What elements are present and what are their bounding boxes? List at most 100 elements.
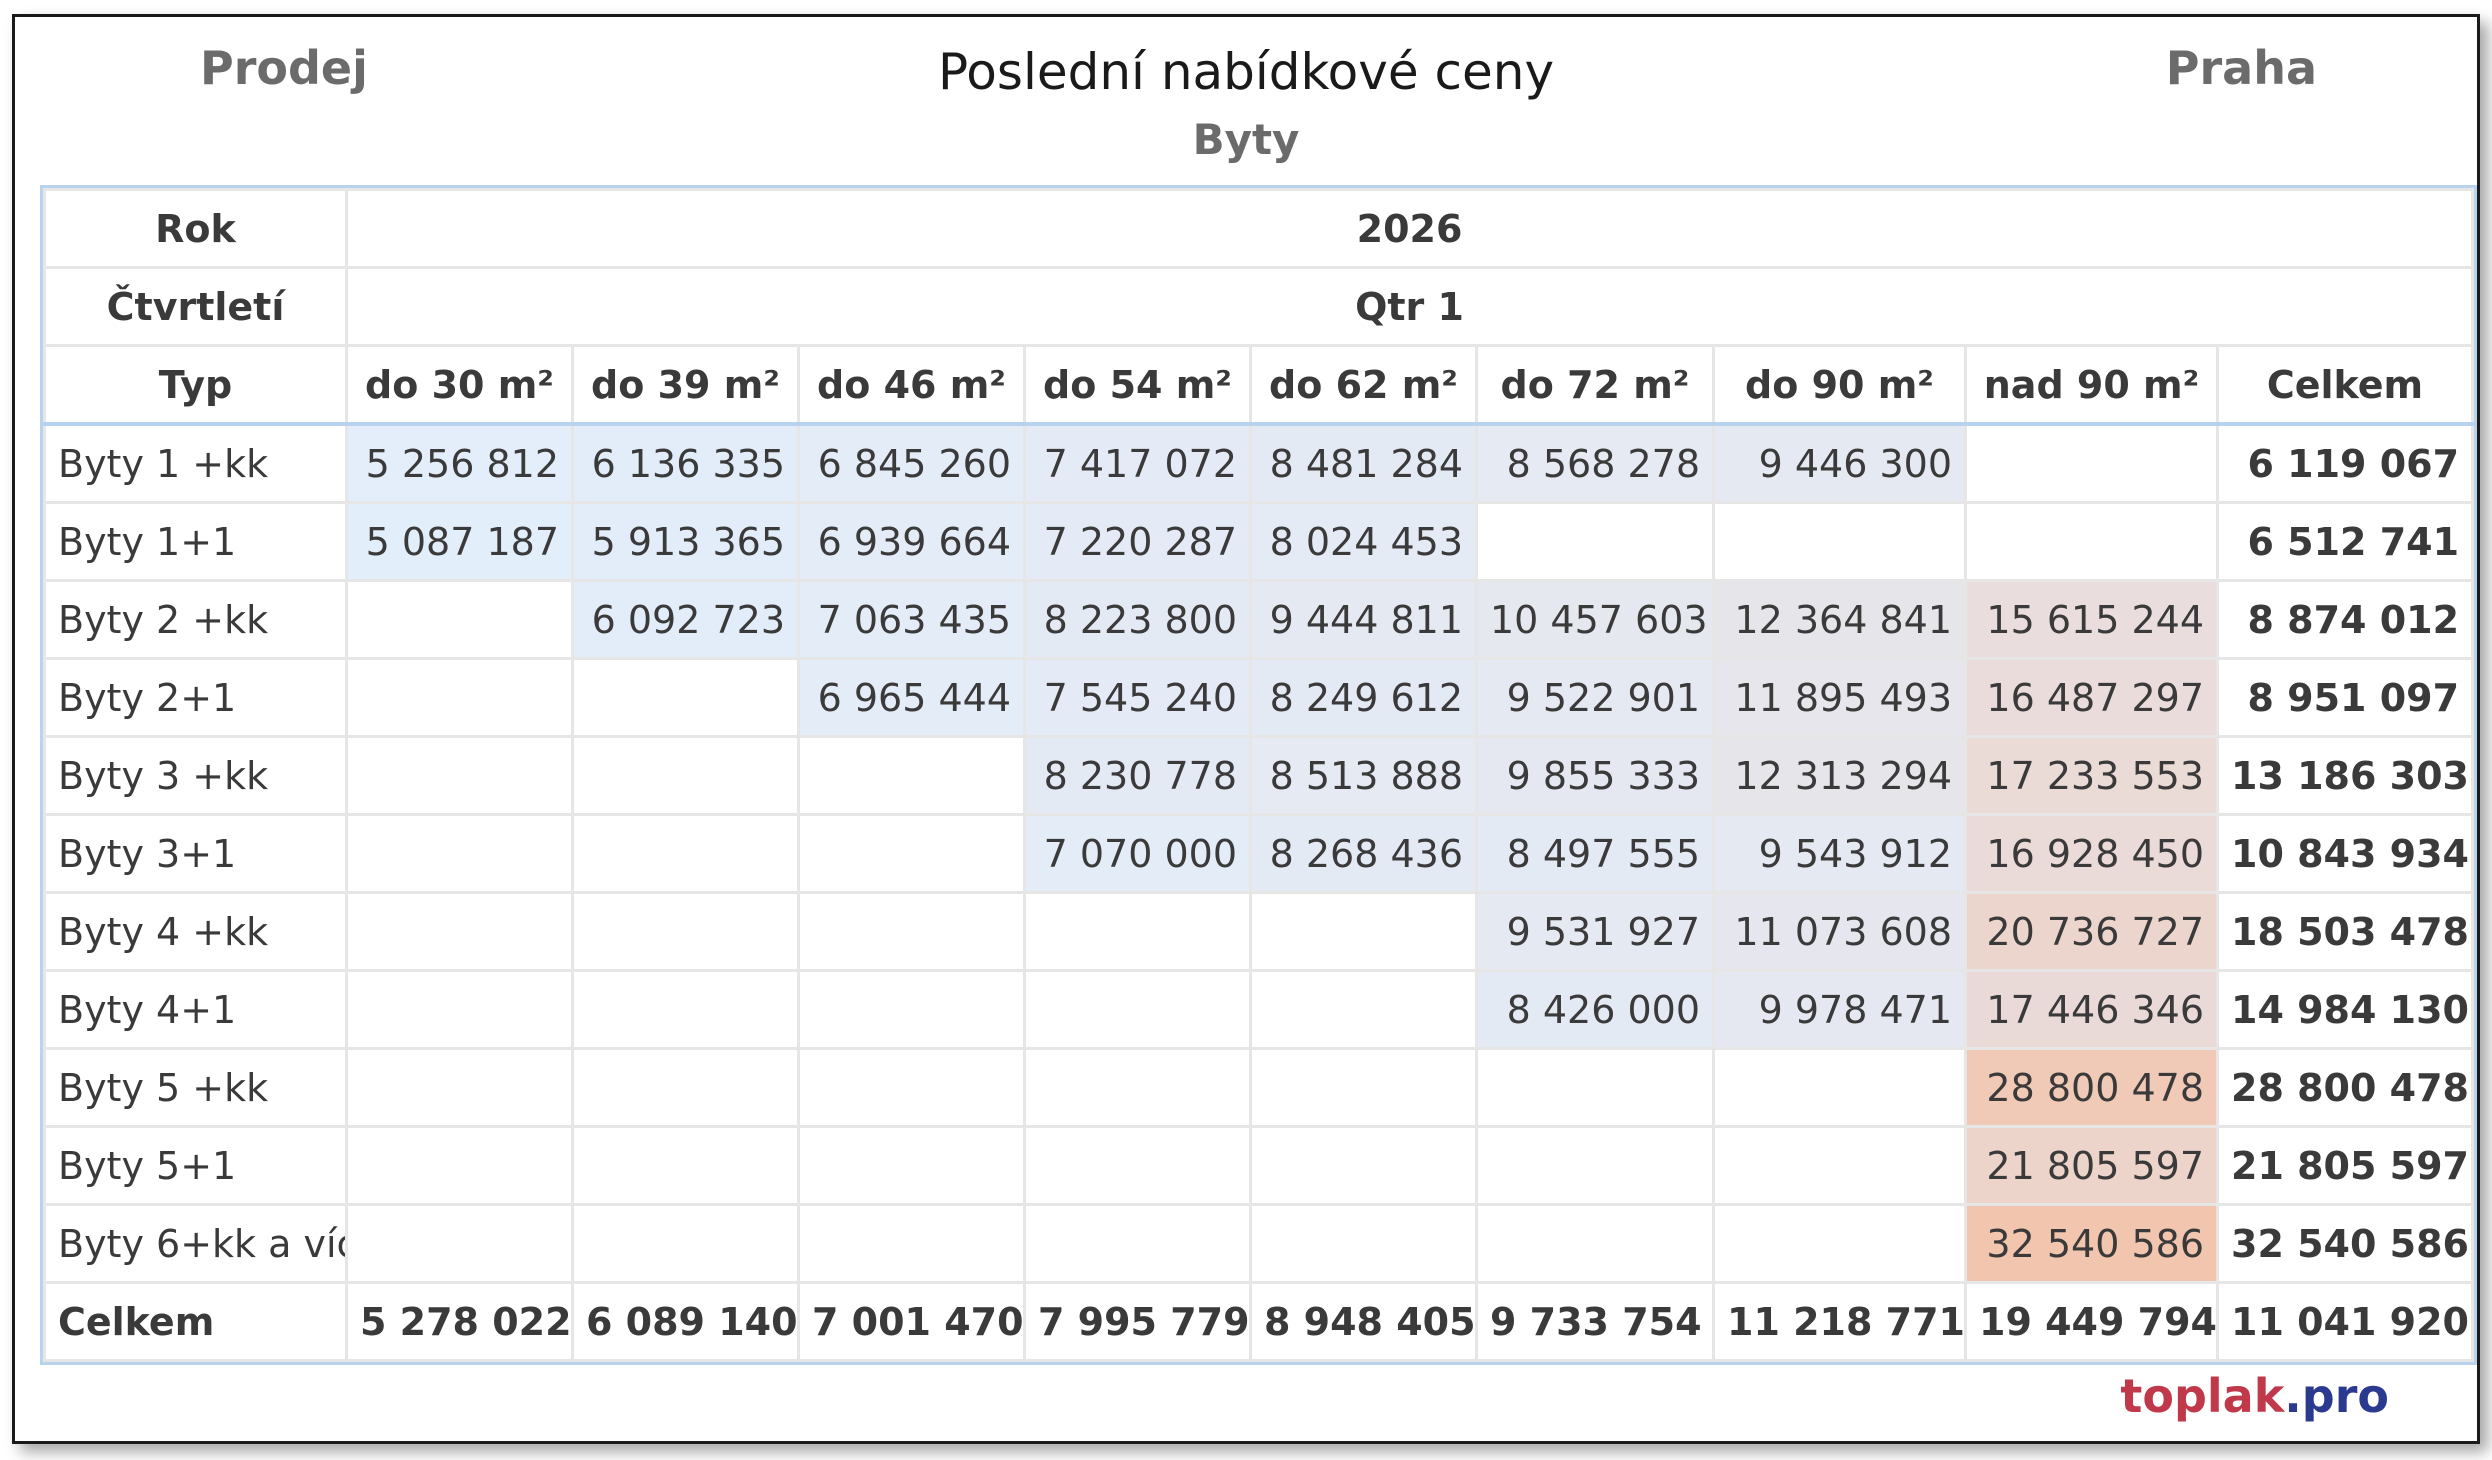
price-cell: 21 805 597	[1964, 1125, 2219, 1206]
column-total-cell: 11 218 771	[1712, 1281, 1967, 1362]
price-cell	[1023, 969, 1252, 1050]
price-cell: 7 063 435	[797, 579, 1026, 660]
price-cell: 5 913 365	[571, 501, 800, 582]
price-cell: 11 895 493	[1712, 657, 1967, 738]
table-body: Rok 2026 Čtvrtletí Qtr 1 Typ do 30 m² do …	[43, 188, 2475, 1362]
price-cell: 8 249 612	[1249, 657, 1478, 738]
price-cell: 9 855 333	[1475, 735, 1715, 816]
price-cell: 6 845 260	[797, 422, 1026, 504]
row-total-cell: 18 503 478	[2215, 891, 2475, 972]
column-header: Celkem	[2215, 344, 2475, 426]
price-cell	[1712, 1203, 1967, 1284]
table-row: Byty 1 +kk 5 256 812 6 136 335 6 845 260 7 4…	[43, 422, 2475, 504]
price-cell	[797, 1203, 1026, 1284]
price-cell	[797, 1125, 1026, 1206]
chart-title: Poslední nabídkové ceny	[937, 43, 1555, 101]
price-cell	[1964, 501, 2219, 582]
row-label: Byty 2 +kk	[43, 579, 348, 660]
price-cell: 9 978 471	[1712, 969, 1967, 1050]
price-cell	[1249, 1125, 1478, 1206]
price-cell: 17 446 346	[1964, 969, 2219, 1050]
row-label: Byty 3 +kk	[43, 735, 348, 816]
row-total-cell: 6 512 741	[2215, 501, 2475, 582]
sale-label: Prodej	[200, 41, 368, 95]
price-cell	[571, 891, 800, 972]
table-row: Byty 2 +kk 6 092 723 7 063 435 8 223 800 9 4…	[43, 579, 2475, 660]
price-cell	[345, 1203, 574, 1284]
price-cell: 6 092 723	[571, 579, 800, 660]
row-total-cell: 32 540 586	[2215, 1203, 2475, 1284]
price-cell	[1712, 501, 1967, 582]
column-total-cell: 7 995 779	[1023, 1281, 1252, 1362]
row-total-cell: 13 186 303	[2215, 735, 2475, 816]
price-cell: 9 446 300	[1712, 422, 1967, 504]
type-header: Typ	[43, 344, 348, 426]
price-cell: 15 615 244	[1964, 579, 2219, 660]
row-total-cell: 10 843 934	[2215, 813, 2475, 894]
table-row: Byty 2+1 6 965 444 7 545 240 8 249 612 9 522…	[43, 657, 2475, 738]
price-cell: 16 487 297	[1964, 657, 2219, 738]
price-cell	[571, 813, 800, 894]
price-cell: 12 364 841	[1712, 579, 1967, 660]
price-cell: 8 426 000	[1475, 969, 1715, 1050]
price-cell	[1249, 1203, 1478, 1284]
table-row: Byty 1+1 5 087 187 5 913 365 6 939 664 7 220…	[43, 501, 2475, 582]
price-table: Rok 2026 Čtvrtletí Qtr 1 Typ do 30 m² do …	[39, 185, 2478, 1365]
price-cell	[571, 1047, 800, 1128]
price-cell: 6 965 444	[797, 657, 1026, 738]
price-cell	[1964, 422, 2219, 504]
price-cell	[345, 813, 574, 894]
quarter-row: Čtvrtletí Qtr 1	[43, 266, 2475, 347]
row-total-cell: 6 119 067	[2215, 422, 2475, 504]
row-label: Byty 5+1	[43, 1125, 348, 1206]
price-cell	[571, 1203, 800, 1284]
year-value: 2026	[344, 188, 2475, 269]
price-cell	[345, 1125, 574, 1206]
price-cell	[345, 735, 574, 816]
price-cell	[1249, 969, 1478, 1050]
price-cell: 6 136 335	[571, 422, 800, 504]
price-cell: 6 939 664	[797, 501, 1026, 582]
price-cell	[345, 657, 574, 738]
price-cell: 28 800 478	[1964, 1047, 2219, 1128]
price-cell: 11 073 608	[1712, 891, 1967, 972]
price-cell	[571, 735, 800, 816]
price-cell: 8 497 555	[1475, 813, 1715, 894]
price-cell	[571, 657, 800, 738]
price-cell: 5 087 187	[345, 501, 574, 582]
price-cell	[1023, 1047, 1252, 1128]
column-header: do 46 m²	[797, 344, 1026, 426]
price-cell: 7 070 000	[1023, 813, 1252, 894]
brand-logo: toplak.pro	[2120, 1369, 2389, 1423]
price-cell: 8 513 888	[1249, 735, 1478, 816]
column-header: do 54 m²	[1023, 344, 1252, 426]
table-row: Byty 5 +kk 28 800 478 28 800 478	[43, 1047, 2475, 1128]
quarter-header: Čtvrtletí	[43, 266, 348, 347]
price-cell: 17 233 553	[1964, 735, 2219, 816]
column-header-row: Typ do 30 m² do 39 m² do 46 m² do 54 m² do 6…	[43, 344, 2475, 426]
column-header: nad 90 m²	[1964, 344, 2219, 426]
price-cell	[571, 1125, 800, 1206]
row-label: Byty 4+1	[43, 969, 348, 1050]
column-header: do 90 m²	[1712, 344, 1967, 426]
price-cell	[797, 1047, 1026, 1128]
price-cell: 8 268 436	[1249, 813, 1478, 894]
footer-label: Celkem	[43, 1281, 348, 1362]
price-cell: 8 481 284	[1249, 422, 1478, 504]
chart-subtitle: Byty	[1192, 115, 1300, 164]
price-cell: 7 417 072	[1023, 422, 1252, 504]
price-cell	[797, 813, 1026, 894]
price-cell	[1475, 1047, 1715, 1128]
price-cell: 12 313 294	[1712, 735, 1967, 816]
column-total-cell: 6 089 140	[571, 1281, 800, 1362]
column-total-cell: 19 449 794	[1964, 1281, 2219, 1362]
price-cell	[1023, 1203, 1252, 1284]
price-cell: 10 457 603	[1475, 579, 1715, 660]
price-cell	[1475, 1203, 1715, 1284]
table-row: Byty 4 +kk 9 531 927 11 073 608 20 736 727 1…	[43, 891, 2475, 972]
price-cell	[797, 969, 1026, 1050]
chart-frame: Prodej Poslední nabídkové ceny Praha Byt…	[12, 14, 2480, 1444]
price-cell: 32 540 586	[1964, 1203, 2219, 1284]
city-label: Praha	[2165, 41, 2317, 95]
price-cell	[345, 969, 574, 1050]
